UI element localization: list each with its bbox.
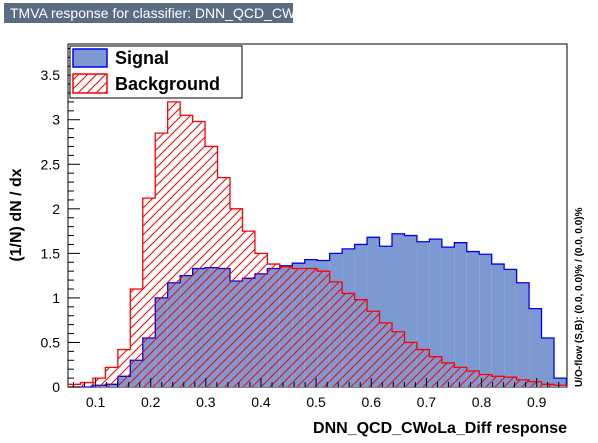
signal-bar-39	[553, 378, 567, 387]
background-bar-5	[130, 289, 143, 387]
signal-bar-34	[491, 264, 505, 387]
y-tick-label-4: 2	[52, 201, 60, 217]
chart-title: TMVA response for classifier: DNN_QCD_CW…	[4, 3, 347, 23]
background-bar-1	[80, 382, 93, 387]
x-tick-label-1: 0.2	[141, 394, 161, 410]
background-bar-35	[504, 377, 517, 387]
background-bar-25	[379, 322, 392, 387]
background-bar-12	[217, 177, 230, 387]
background-bar-27	[404, 342, 417, 387]
background-bar-34	[491, 376, 505, 387]
legend-signal-label: Signal	[115, 48, 169, 68]
y-tick-label-7: 3.5	[41, 67, 61, 83]
legend-background-swatch	[72, 73, 108, 94]
y-tick-label-6: 3	[52, 112, 60, 128]
background-bar-21	[329, 281, 343, 387]
overflow-note: U/O-flow (S,B): (0.0, 0.0)% / (0.0, 0.0)…	[574, 207, 585, 387]
x-tick-label-6: 0.7	[417, 394, 437, 410]
background-bar-19	[304, 268, 318, 387]
background-bar-15	[254, 253, 268, 387]
background-bar-36	[516, 379, 530, 387]
background-bar-7	[155, 133, 168, 387]
background-bar-39	[553, 385, 567, 387]
background-bar-2	[92, 378, 106, 387]
legend-background-label: Background	[115, 74, 220, 94]
background-series	[67, 101, 568, 387]
background-bar-20	[317, 271, 330, 387]
background-bar-16	[267, 264, 280, 387]
background-bar-0	[68, 384, 81, 387]
background-bar-37	[529, 381, 542, 387]
y-tick-label-1: 0.5	[41, 334, 61, 350]
background-bar-3	[105, 367, 118, 387]
background-bar-30	[441, 362, 455, 387]
y-tick-label-5: 2.5	[41, 156, 61, 172]
background-bar-9	[180, 115, 193, 387]
background-bar-4	[117, 349, 131, 387]
x-tick-label-5: 0.6	[362, 394, 382, 410]
background-bar-26	[391, 331, 405, 387]
signal-bar-37	[529, 308, 542, 387]
background-bar-32	[466, 370, 480, 387]
signal-bar-38	[541, 338, 554, 387]
background-bar-33	[479, 374, 492, 387]
background-bar-29	[429, 356, 442, 387]
x-tick-label-3: 0.4	[251, 394, 271, 410]
background-bar-14	[242, 231, 255, 387]
legend: Signal Background	[69, 45, 243, 99]
background-bar-31	[454, 367, 467, 387]
background-bar-8	[167, 101, 181, 387]
background-bar-17	[279, 266, 293, 387]
background-bar-24	[367, 311, 380, 387]
y-tick-label-2: 1	[52, 290, 60, 306]
signal-bar-35	[504, 269, 517, 387]
signal-bar-32	[466, 251, 480, 387]
legend-signal-swatch	[72, 48, 108, 68]
signal-bar-33	[479, 254, 492, 387]
x-tick-label-8: 0.9	[527, 394, 547, 410]
x-tick-label-0: 0.1	[86, 394, 106, 410]
background-bar-28	[416, 349, 430, 387]
signal-bar-30	[441, 247, 455, 387]
background-bar-23	[354, 299, 368, 387]
axes: 0.1 0.2 0.3 0.4 0.5 0.6 0.7 0.8 0.9 0 0.5 1 1.5 2 2.5 3…	[41, 47, 560, 410]
signal-bar-29	[429, 239, 442, 387]
background-bar-13	[229, 208, 243, 387]
x-tick-label-7: 0.8	[472, 394, 492, 410]
signal-bar-31	[454, 242, 467, 387]
x-tick-label-2: 0.3	[196, 394, 216, 410]
background-bar-6	[142, 198, 156, 387]
x-axis-title: DNN_QCD_CWoLa_Diff response	[313, 420, 567, 437]
background-outline	[67, 101, 568, 387]
background-bar-22	[342, 293, 355, 387]
x-tick-label-4: 0.5	[306, 394, 326, 410]
y-tick-label-3: 1.5	[41, 245, 61, 261]
y-tick-label-0: 0	[52, 379, 60, 395]
signal-bar-36	[516, 282, 530, 387]
y-axis-title: (1/N) dN / dx	[8, 168, 25, 261]
background-bar-11	[205, 146, 218, 387]
background-bar-18	[292, 268, 305, 387]
background-bar-10	[192, 121, 206, 387]
